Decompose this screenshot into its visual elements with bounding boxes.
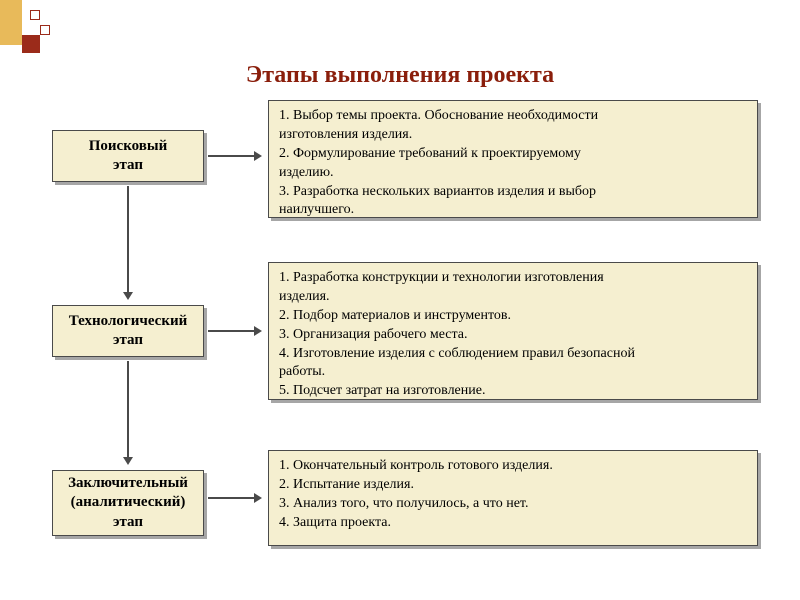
arrow-horizontal: [208, 330, 256, 332]
deco-square: [40, 25, 50, 35]
deco-square: [0, 0, 22, 45]
stage-box-stage3: Заключительный (аналитический) этап: [52, 470, 204, 536]
arrow-vertical: [127, 186, 129, 294]
arrow-head-icon: [254, 493, 262, 503]
deco-square: [22, 35, 40, 53]
corner-decoration: [0, 0, 60, 60]
stage-box-stage2: Технологический этап: [52, 305, 204, 357]
arrow-head-icon: [123, 292, 133, 300]
arrow-head-icon: [123, 457, 133, 465]
detail-box-stage2: 1. Разработка конструкции и технологии и…: [268, 262, 758, 400]
deco-square: [30, 10, 40, 20]
stage-box-stage1: Поисковый этап: [52, 130, 204, 182]
detail-box-stage3: 1. Окончательный контроль готового издел…: [268, 450, 758, 546]
page-title: Этапы выполнения проекта: [0, 62, 800, 89]
arrow-head-icon: [254, 326, 262, 336]
arrow-horizontal: [208, 497, 256, 499]
arrow-horizontal: [208, 155, 256, 157]
arrow-head-icon: [254, 151, 262, 161]
arrow-vertical: [127, 361, 129, 459]
detail-box-stage1: 1. Выбор темы проекта. Обоснование необх…: [268, 100, 758, 218]
